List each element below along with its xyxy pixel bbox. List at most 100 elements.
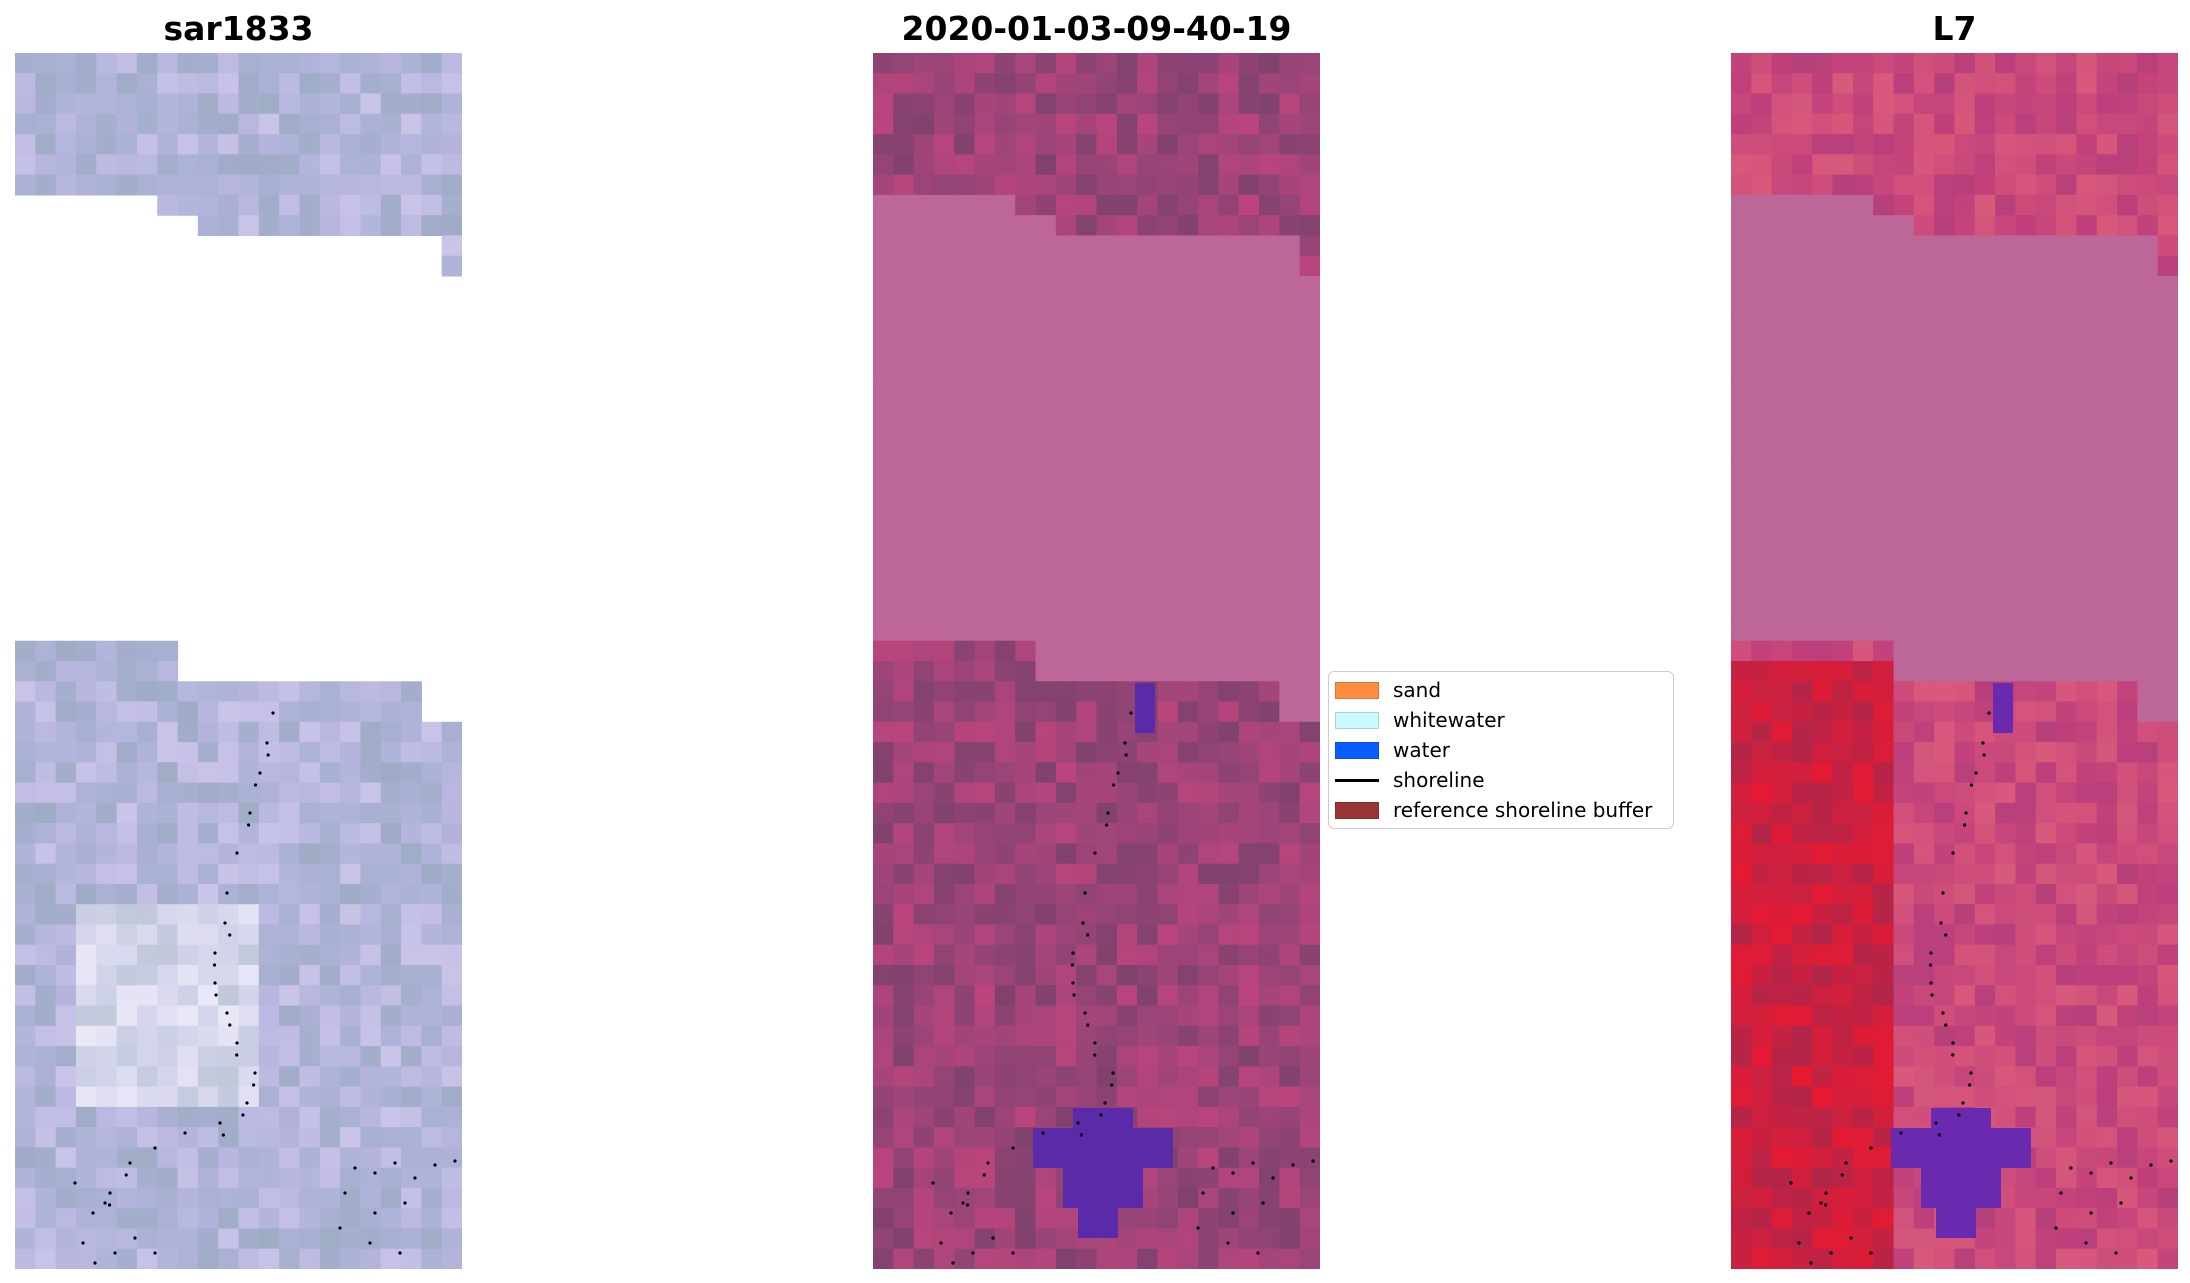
shoreline-point	[373, 1211, 377, 1215]
shoreline-point	[1844, 1161, 1848, 1165]
shoreline-point	[2054, 1226, 2058, 1230]
shoreline-point	[1086, 933, 1090, 937]
shoreline-point	[2119, 1201, 2123, 1205]
shoreline-point	[214, 993, 218, 997]
shoreline-point	[939, 1241, 943, 1245]
shoreline-line	[1335, 778, 1379, 782]
shoreline-point	[225, 1011, 229, 1015]
shoreline-point	[1256, 1251, 1260, 1255]
shoreline-point	[1957, 1113, 1961, 1117]
shoreline-point	[1823, 1203, 1828, 1207]
shoreline-point	[2089, 1171, 2093, 1175]
shoreline-point	[368, 1241, 372, 1245]
shoreline-point	[1840, 1173, 1844, 1177]
shoreline-point	[1941, 891, 1945, 895]
shoreline-point	[1201, 1191, 1205, 1195]
shoreline-point	[1261, 1201, 1265, 1205]
reference-buffer-swatch	[1335, 801, 1379, 819]
shoreline-point	[961, 1201, 965, 1205]
shoreline-point	[212, 963, 217, 967]
shoreline-point	[1081, 921, 1085, 925]
shoreline-point	[1829, 1251, 1833, 1255]
shoreline-point	[433, 1163, 437, 1167]
shoreline-point	[1819, 1201, 1823, 1205]
shoreline-point	[1944, 933, 1948, 937]
legend-label: sand	[1393, 678, 1442, 702]
water-swatch	[1335, 741, 1379, 759]
shoreline-point	[1041, 1131, 1045, 1135]
shoreline-point	[1930, 993, 1934, 997]
shoreline-point	[1809, 1261, 1813, 1265]
whitewater-swatch	[1335, 711, 1379, 729]
shoreline-point	[1083, 1011, 1087, 1015]
panel-title-sar: sar1833	[163, 9, 314, 48]
shoreline-point	[218, 1121, 222, 1125]
shoreline-point	[1070, 963, 1075, 967]
shoreline-point	[1251, 1161, 1255, 1165]
shoreline-point	[931, 1181, 935, 1185]
shoreline-point	[1797, 1241, 1801, 1245]
shoreline-point	[241, 1113, 245, 1117]
shoreline-point	[1849, 1236, 1853, 1240]
shoreline-point	[1123, 741, 1127, 745]
shoreline-point	[253, 783, 258, 787]
shoreline-point	[2169, 1159, 2173, 1163]
shoreline-point	[1105, 823, 1109, 827]
shoreline-point	[1939, 921, 1943, 925]
shoreline-point	[1964, 811, 1968, 815]
shoreline-point	[1974, 771, 1978, 775]
shoreline-point	[991, 1236, 995, 1240]
shoreline-point	[1968, 1083, 1972, 1087]
shoreline-point	[1076, 1121, 1080, 1125]
shoreline-point	[235, 1053, 239, 1057]
shoreline-point	[252, 1083, 256, 1087]
shoreline-point	[951, 1261, 955, 1265]
shoreline-point	[91, 1211, 95, 1215]
shoreline-point	[1111, 1071, 1115, 1075]
shoreline-point	[1079, 1133, 1083, 1137]
shoreline-point	[271, 711, 275, 715]
shoreline-point	[1231, 1211, 1235, 1215]
legend-label: reference shoreline buffer	[1393, 798, 1653, 822]
legend-item-whitewater: whitewater	[1335, 705, 1505, 735]
shoreline-point	[153, 1146, 157, 1150]
shoreline-point	[124, 1173, 128, 1177]
shoreline-point	[1071, 981, 1075, 985]
shoreline-point	[949, 1211, 953, 1215]
shoreline-point	[81, 1241, 85, 1245]
shoreline-point	[1869, 1251, 1873, 1255]
shoreline-point	[235, 851, 239, 855]
shoreline-point	[2059, 1191, 2063, 1195]
shoreline-point	[2149, 1163, 2153, 1167]
shoreline-point	[2109, 1161, 2113, 1165]
shoreline-point	[1106, 811, 1110, 815]
shoreline-point	[393, 1161, 397, 1165]
shoreline-point	[1111, 783, 1116, 787]
shoreline-point	[265, 741, 269, 745]
shoreline-point	[1969, 783, 1974, 787]
shoreline-point	[1196, 1226, 1200, 1230]
shoreline-point	[228, 1023, 232, 1027]
legend-item-shoreline: shoreline	[1335, 765, 1485, 795]
legend-label: water	[1393, 738, 1450, 762]
shoreline-point	[1941, 1011, 1945, 1015]
shoreline-point	[1934, 1121, 1938, 1125]
shoreline-point	[235, 1041, 239, 1045]
shoreline-point	[1928, 963, 1933, 967]
shoreline-point	[1951, 1041, 1955, 1045]
shoreline-point	[1271, 1176, 1275, 1180]
shoreline-point	[1807, 1211, 1811, 1215]
shoreline-point	[1899, 1131, 1903, 1135]
shoreline-point	[113, 1251, 117, 1255]
shoreline-point	[1099, 1113, 1103, 1117]
shoreline-point	[1011, 1146, 1015, 1150]
shoreline-point	[965, 1203, 970, 1207]
shoreline-point	[1093, 1041, 1097, 1045]
legend-item-sand: sand	[1335, 675, 1441, 705]
shoreline-point	[1116, 771, 1120, 775]
shoreline-point	[1086, 1023, 1090, 1027]
shoreline-point	[213, 981, 217, 985]
legend-item-water: water	[1335, 735, 1450, 765]
shoreline-point	[1129, 711, 1133, 715]
shoreline-point	[1937, 1133, 1941, 1137]
